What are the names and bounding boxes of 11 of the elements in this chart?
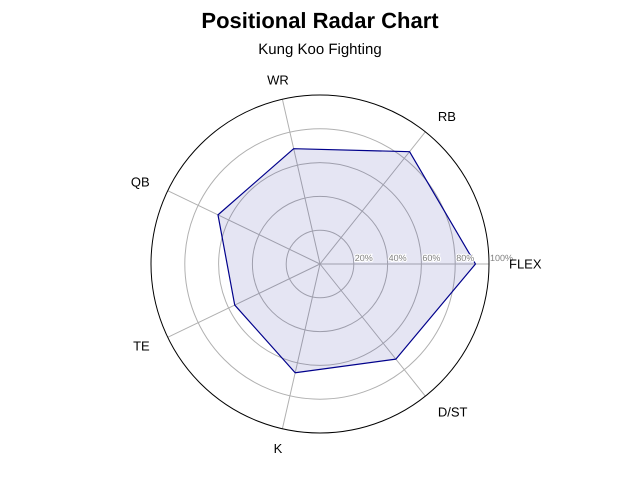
chart-subtitle: Kung Koo Fighting bbox=[258, 41, 382, 58]
y-tick-label: 60% bbox=[422, 253, 440, 263]
spoke-label: TE bbox=[133, 338, 150, 354]
spoke-label: K bbox=[274, 440, 283, 456]
y-tick-label: 20% bbox=[354, 253, 373, 263]
spoke-label: RB bbox=[438, 108, 456, 124]
chart-title: Positional Radar Chart bbox=[201, 8, 440, 33]
spoke-label: QB bbox=[130, 174, 150, 190]
y-tick-label: 40% bbox=[388, 253, 407, 263]
spoke-label: D/ST bbox=[438, 404, 468, 420]
spoke-label: WR bbox=[267, 72, 289, 88]
